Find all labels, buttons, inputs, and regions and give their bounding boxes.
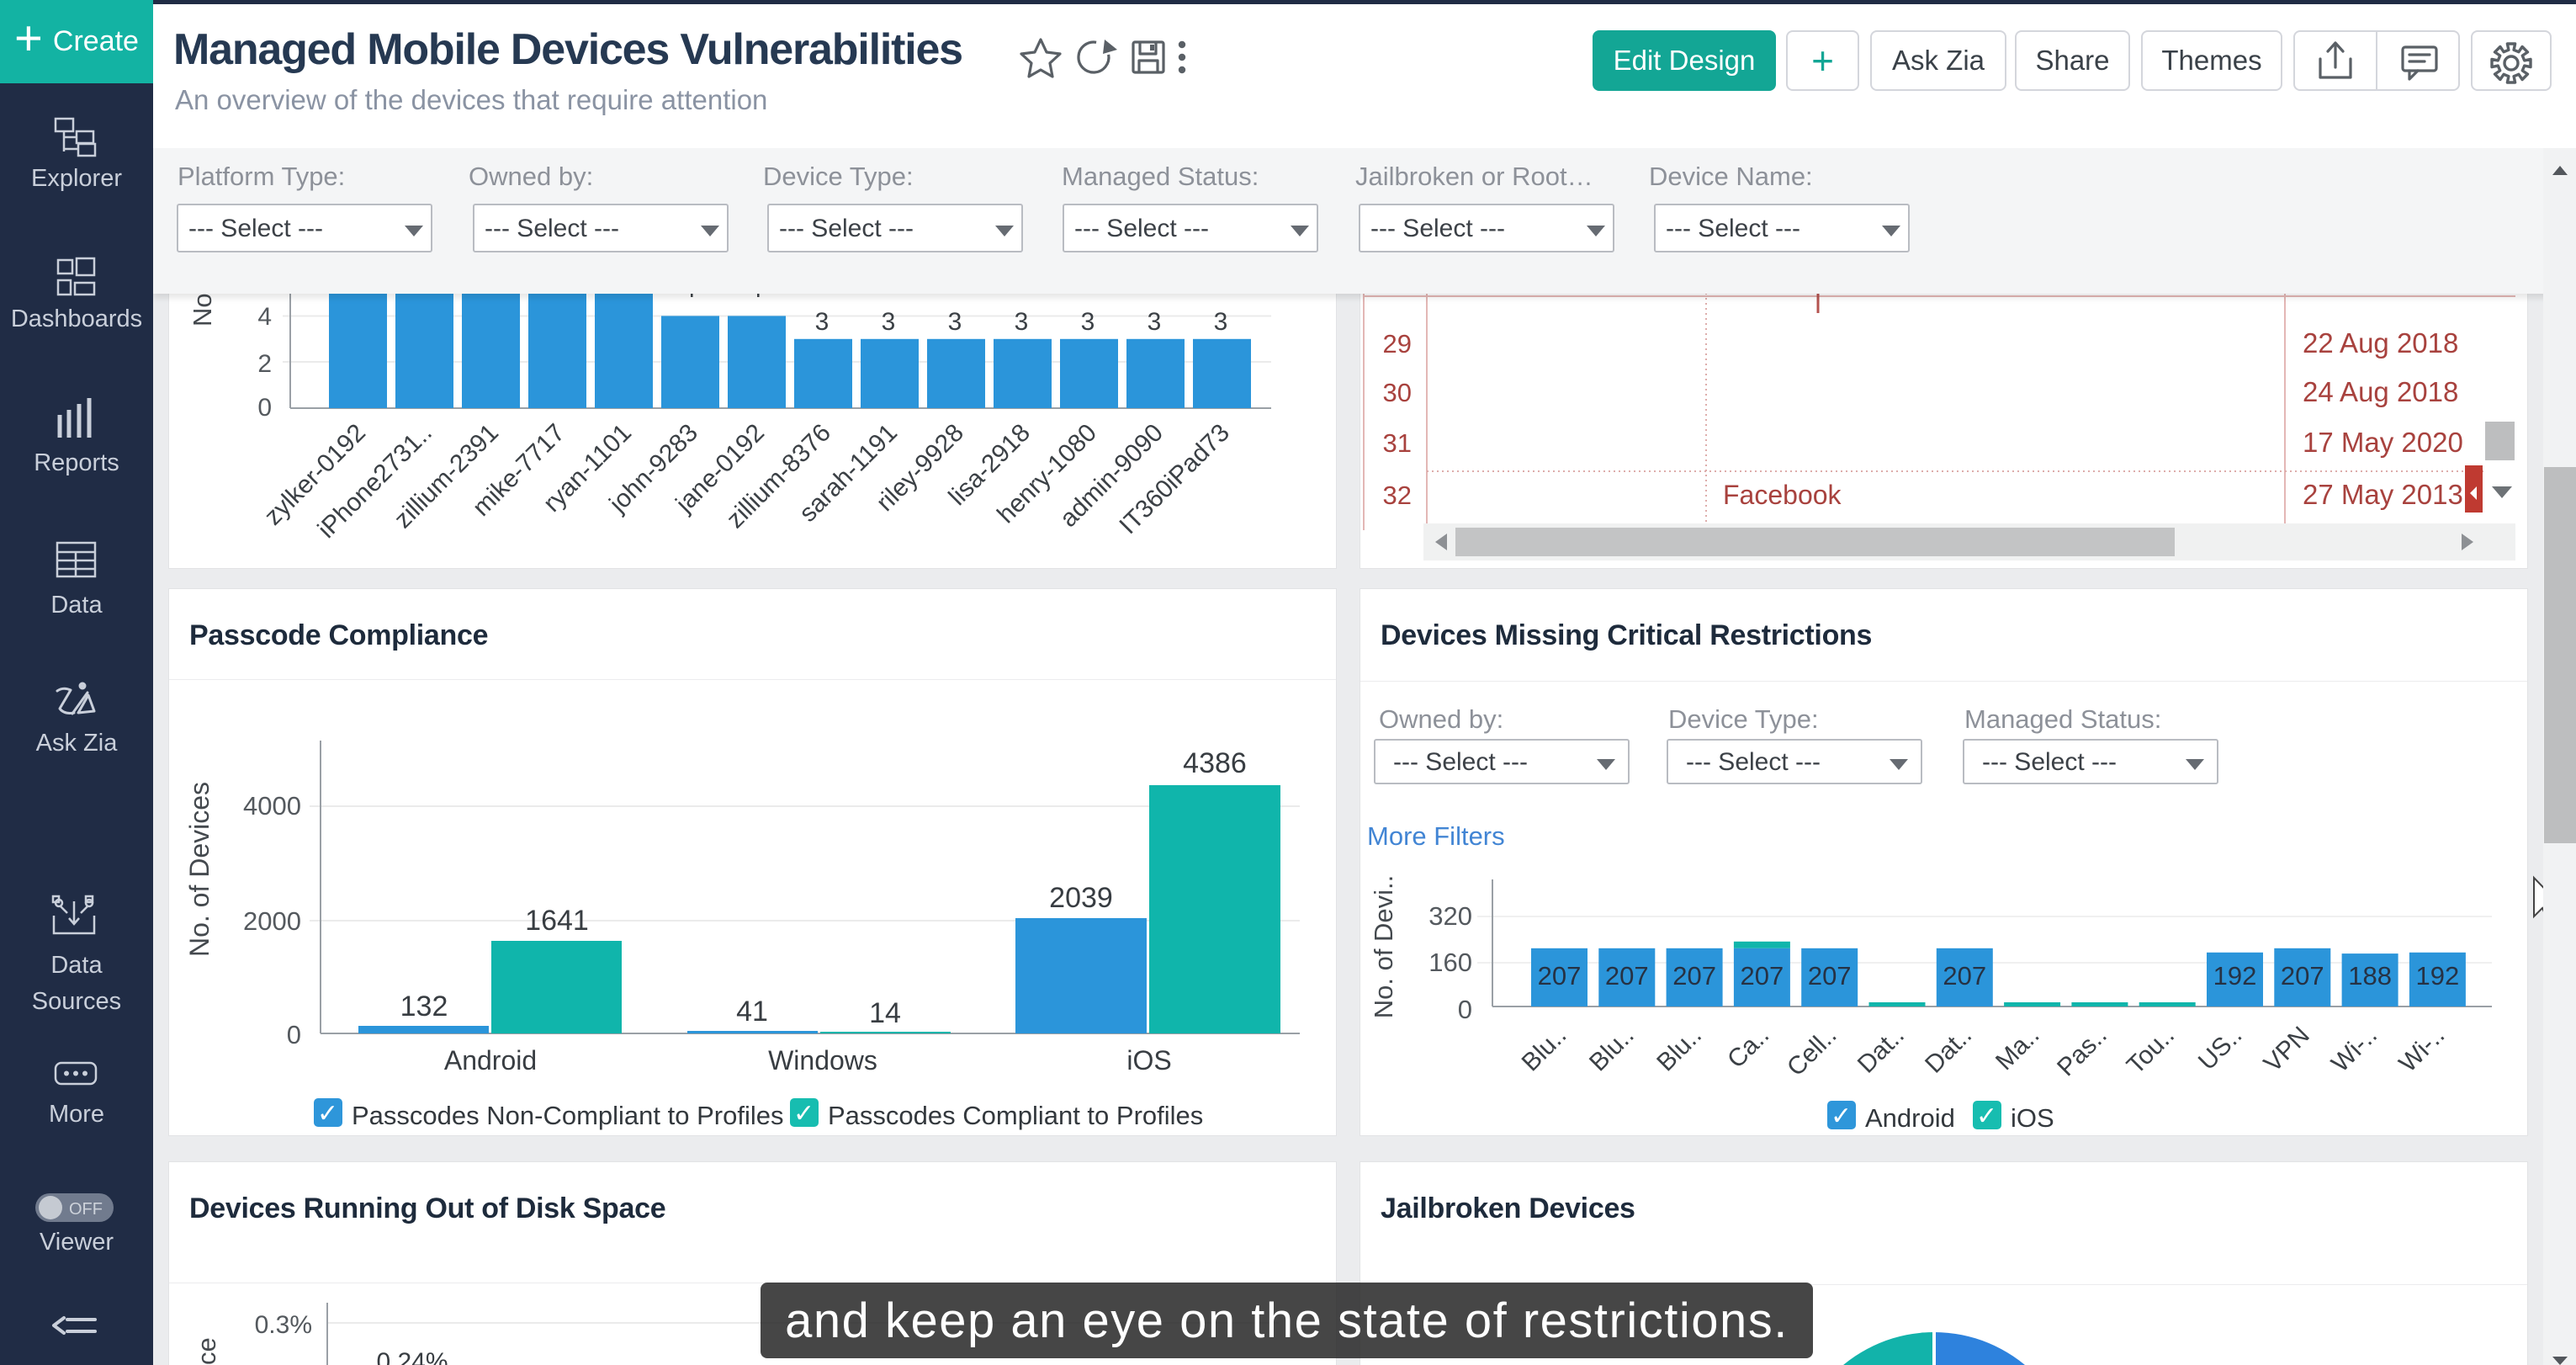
svg-text:OFF: OFF xyxy=(69,1200,103,1219)
